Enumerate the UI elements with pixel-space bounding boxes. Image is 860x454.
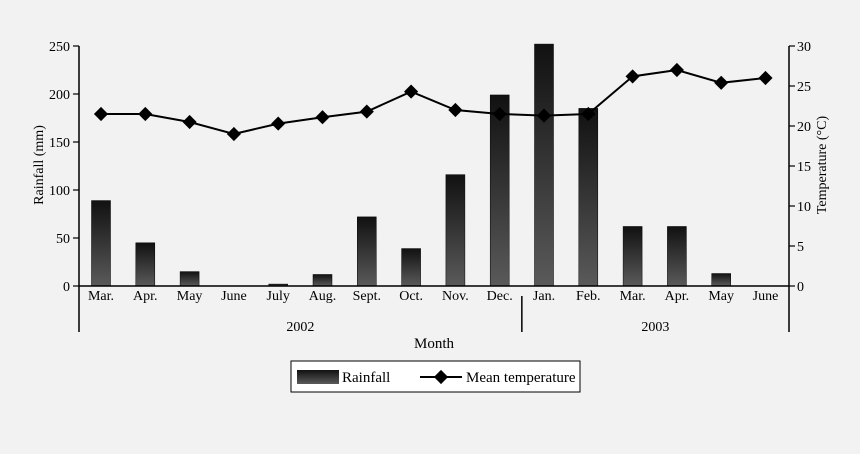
legend-temperature-marker bbox=[433, 369, 449, 385]
rainfall-bar bbox=[401, 248, 421, 287]
rainfall-bar bbox=[445, 174, 466, 287]
y-right-tick-label: 25 bbox=[797, 80, 811, 95]
temperature-marker bbox=[315, 110, 330, 125]
legend: Rainfall Mean temperature bbox=[290, 360, 581, 393]
temperature-marker bbox=[182, 114, 197, 130]
x-tick-label: Apr. bbox=[665, 289, 690, 304]
temperature-marker bbox=[536, 108, 552, 123]
tick-labels: 0 50 100 150 200 250 0 5 10 15 20 25 30 Mar. Apr. May Ju… bbox=[49, 40, 811, 335]
x-tick-label: Dec. bbox=[487, 289, 513, 304]
y-left-tick-label: 200 bbox=[49, 88, 70, 103]
x-tick-label: Jan. bbox=[533, 289, 555, 304]
temperature-marker bbox=[714, 75, 729, 90]
rainfall-bar bbox=[578, 108, 599, 287]
y-right-tick-label: 30 bbox=[797, 40, 811, 55]
y-right-tick-label: 0 bbox=[797, 280, 804, 295]
x-tick-label: Oct. bbox=[399, 289, 423, 304]
x-tick-label: June bbox=[753, 289, 779, 304]
y-left-tick-label: 100 bbox=[49, 184, 70, 199]
temperature-marker bbox=[404, 84, 419, 99]
x-tick-label: July bbox=[267, 289, 290, 304]
rainfall-bar bbox=[711, 273, 731, 287]
temperature-marker bbox=[758, 70, 773, 86]
rainfall-bar bbox=[534, 43, 554, 287]
temperature-marker bbox=[581, 106, 596, 122]
y-left-tick-label: 50 bbox=[56, 232, 70, 247]
x-tick-label: Sept. bbox=[353, 289, 381, 304]
y-axis-left-label: Rainfall (mm) bbox=[32, 125, 47, 205]
x-tick-label: Nov. bbox=[442, 289, 469, 304]
temperature-marker bbox=[359, 104, 374, 119]
temperature-marker bbox=[448, 102, 463, 118]
rainfall-bar bbox=[312, 274, 333, 287]
y-right-tick-label: 10 bbox=[797, 200, 811, 215]
temperature-marker bbox=[625, 69, 640, 84]
y-left-tick-label: 250 bbox=[49, 40, 70, 55]
x-tick-label: Apr. bbox=[133, 289, 158, 304]
temperature-marker bbox=[138, 106, 153, 122]
y-right-tick-label: 20 bbox=[797, 120, 811, 135]
rainfall-bar bbox=[489, 94, 510, 287]
rainfall-bar bbox=[667, 226, 687, 287]
x-tick-label: Aug. bbox=[309, 289, 337, 304]
rainfall-bar bbox=[179, 271, 200, 287]
x-tick-label: Mar. bbox=[620, 289, 646, 304]
y-left-tick-label: 0 bbox=[63, 280, 70, 295]
x-tick-label: May bbox=[177, 289, 203, 304]
temperature-markers bbox=[93, 62, 773, 142]
y-right-tick-label: 15 bbox=[797, 160, 811, 175]
temperature-marker bbox=[669, 62, 684, 78]
year-label: 2003 bbox=[641, 320, 669, 335]
x-tick-label: Mar. bbox=[88, 289, 114, 304]
temperature-marker bbox=[226, 126, 241, 142]
rainfall-bar bbox=[357, 216, 377, 287]
temperature-line bbox=[101, 68, 766, 136]
legend-rainfall-label: Rainfall bbox=[342, 370, 390, 386]
rainfall-bar bbox=[135, 242, 156, 287]
y-right-tick-label: 5 bbox=[797, 240, 804, 255]
x-tick-label: June bbox=[221, 289, 247, 304]
rainfall-bar bbox=[622, 226, 643, 287]
y-axis-right-label: Temperature (°C) bbox=[815, 116, 830, 215]
chart-axes bbox=[73, 45, 795, 332]
year-label: 2002 bbox=[286, 320, 314, 335]
rainfall-bar bbox=[91, 200, 111, 287]
temperature-marker bbox=[93, 106, 109, 122]
rainfall-bars bbox=[91, 43, 731, 287]
x-tick-label: Feb. bbox=[576, 289, 601, 304]
y-left-tick-label: 150 bbox=[49, 136, 70, 151]
x-axis-label: Month bbox=[414, 336, 455, 352]
legend-temperature-label: Mean temperature bbox=[466, 370, 576, 386]
temperature-marker bbox=[271, 116, 286, 131]
x-tick-label: May bbox=[708, 289, 734, 304]
legend-rainfall-swatch bbox=[297, 370, 339, 384]
temperature-marker bbox=[492, 106, 507, 122]
